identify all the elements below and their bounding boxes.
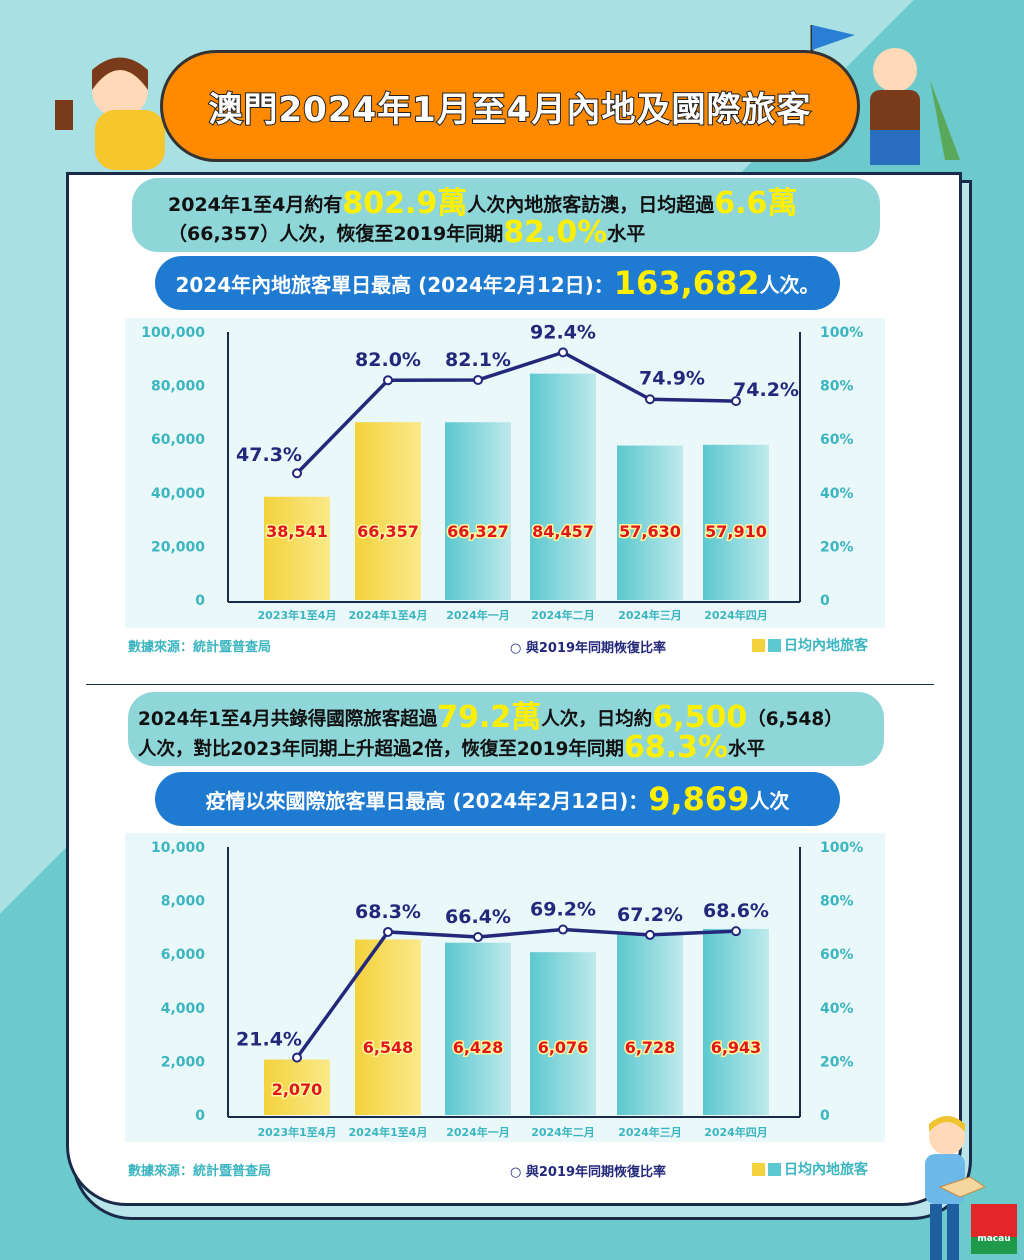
line-value-label: 92.4%: [530, 321, 596, 343]
bar: [703, 444, 769, 600]
bar-value-label: 57,910: [705, 522, 767, 541]
text: 2024年1至4月約有: [168, 194, 343, 216]
line-point: [558, 347, 568, 358]
y-tick-label: 80,000: [151, 379, 205, 395]
recovery-line: [295, 350, 737, 475]
highlight-recovery: 68.3%: [623, 730, 728, 765]
bar: [617, 445, 683, 600]
bar-value-label: 38,541: [266, 522, 328, 541]
bar-value-label: 66,327: [447, 522, 509, 541]
page-title: 澳門2024年1月至4月內地及國際旅客: [208, 89, 812, 131]
text: （66,357）人次，恢復至2019年同期: [168, 223, 504, 245]
macau-logo: macau: [971, 1204, 1017, 1254]
y2-tick-label: 0: [820, 593, 830, 609]
legend-line-label: 與2019年同期恢復比率: [525, 641, 667, 656]
y-tick-label: 40,000: [151, 486, 205, 502]
cyan-swatch: [768, 638, 781, 652]
legend-bar: 日均內地旅客: [752, 1159, 868, 1179]
line-value-label: 74.2%: [733, 379, 799, 401]
text: 水平: [607, 223, 646, 245]
highlight-recovery: 82.0%: [503, 215, 608, 250]
bar-value-label: 57,630: [619, 522, 681, 541]
peak-label: 2024年內地旅客單日最高 (2024年2月12日)：: [175, 272, 614, 297]
category-label: 2024年一月: [446, 608, 510, 622]
peak-value: 163,682: [613, 264, 760, 302]
yellow-swatch: [752, 1162, 765, 1176]
bar-value-label: 66,357: [357, 522, 419, 541]
y-tick-label: 0: [195, 593, 205, 609]
y2-tick-label: 80%: [820, 379, 854, 395]
peak-label: 疫情以來國際旅客單日最高 (2024年2月12日)：: [205, 788, 649, 813]
category-label: 2024年三月: [618, 608, 682, 622]
text: 人次，對比2023年同期上升超過2倍，恢復至2019年同期: [138, 739, 624, 760]
explorer-illustration-icon: [810, 25, 960, 165]
cyan-swatch: [768, 1162, 781, 1176]
text: 水平: [727, 739, 765, 760]
data-source: 數據來源：統計暨普查局: [128, 1164, 272, 1179]
legend-line: ○ 與2019年同期恢復比率: [510, 641, 667, 656]
line-point: [473, 374, 483, 385]
line-value-label: 47.3%: [236, 444, 302, 466]
category-label: 2024年二月: [531, 608, 595, 622]
mainland-peak-pill: 2024年內地旅客單日最高 (2024年2月12日)： 163,682 人次。: [155, 256, 840, 310]
legend-line-label: 與2019年同期恢復比率: [525, 1165, 667, 1180]
legend-bar: 日均內地旅客: [752, 635, 868, 655]
section-divider: [86, 684, 934, 685]
bar: [355, 422, 421, 600]
reader-illustration-icon: [925, 1116, 985, 1260]
line-point: [383, 375, 393, 386]
international-summary: 2024年1至4月共錄得國際旅客超過79.2萬人次，日均約6,500（6,548…: [128, 692, 884, 766]
data-source: 數據來源：統計暨普查局: [128, 640, 272, 655]
y2-tick-label: 40%: [820, 486, 854, 502]
bar: [445, 422, 511, 600]
line-point: [292, 468, 302, 479]
y-tick-label: 100,000: [141, 325, 205, 341]
text: 人次內地旅客訪澳，日均超過: [467, 194, 715, 216]
y2-tick-label: 20%: [820, 539, 854, 555]
y2-tick-label: 60%: [820, 432, 854, 448]
title-banner: 澳門2024年1月至4月內地及國際旅客: [160, 50, 860, 162]
girl-illustration-icon: [55, 57, 165, 170]
category-label: 2024年1至4月: [349, 608, 428, 622]
peak-value: 9,869: [648, 780, 750, 818]
y-tick-label: 20,000: [151, 539, 205, 555]
peak-suffix: 人次: [749, 788, 790, 813]
bar-value-label: 84,457: [532, 522, 594, 541]
text: 2024年1至4月共錄得國際旅客超過: [138, 709, 438, 730]
bar: [264, 496, 330, 600]
legend-bar-label: 日均內地旅客: [784, 638, 868, 654]
text: 人次，日均約: [541, 709, 653, 730]
y-tick-label: 60,000: [151, 432, 205, 448]
category-label: 2024年四月: [704, 608, 768, 622]
bar: [530, 373, 596, 600]
highlight-daily: 6,500: [652, 700, 748, 735]
legend-bar-label: 日均內地旅客: [784, 1162, 868, 1178]
legend-line: ○ 與2019年同期恢復比率: [510, 1165, 667, 1180]
category-label: 2023年1至4月: [258, 608, 337, 622]
line-point: [731, 396, 741, 407]
text: （6,548）: [747, 709, 843, 730]
y2-tick-label: 100%: [820, 325, 863, 341]
peak-suffix: 人次。: [759, 272, 820, 297]
highlight-total: 802.9萬: [342, 186, 468, 221]
yellow-swatch: [752, 638, 765, 652]
line-value-label: 82.0%: [355, 349, 421, 371]
highlight-total: 79.2萬: [437, 700, 542, 735]
highlight-daily: 6.6萬: [714, 186, 798, 221]
mainland-summary: 2024年1至4月約有802.9萬人次內地旅客訪澳，日均超過6.6萬 （66,3…: [132, 178, 880, 252]
line-value-label: 74.9%: [639, 367, 705, 389]
international-peak-pill: 疫情以來國際旅客單日最高 (2024年2月12日)： 9,869 人次: [155, 772, 840, 826]
line-point: [645, 394, 655, 405]
line-value-label: 82.1%: [445, 349, 511, 371]
